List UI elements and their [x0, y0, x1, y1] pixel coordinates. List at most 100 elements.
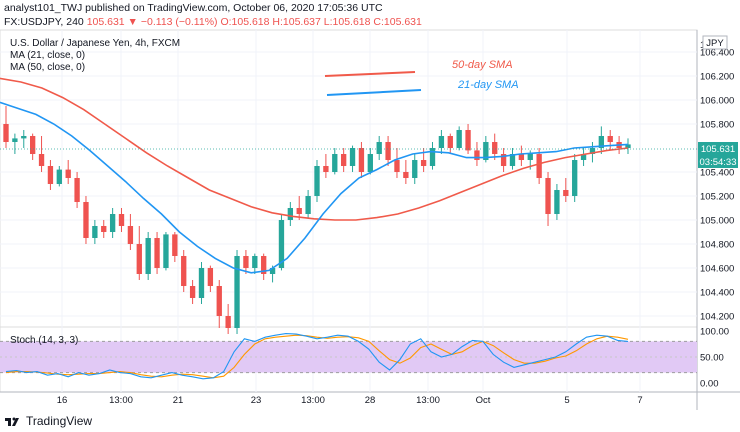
candle-up	[429, 148, 436, 166]
candle-down	[394, 160, 400, 172]
candle-up	[580, 154, 587, 160]
candle-up	[12, 138, 18, 142]
candle-up	[509, 154, 516, 166]
candle-down	[189, 286, 196, 298]
symbol-label: FX:USDJPY, 240	[4, 16, 84, 28]
candle-up	[554, 190, 560, 214]
candle-down	[3, 124, 9, 142]
price-tick: 104.800	[700, 240, 734, 251]
candle-down	[74, 178, 80, 202]
time-axis[interactable]: 16 13:00 21 23 13:00 28 13:00 Oct 5 7	[57, 395, 643, 406]
ma21-legend: MA (21, close, 0)	[10, 50, 86, 61]
candle-up	[252, 256, 258, 268]
candle-down	[47, 166, 54, 184]
currency-label: JPY	[706, 38, 724, 49]
candle-down	[296, 208, 302, 214]
candle-up	[376, 142, 382, 154]
tradingview-logo[interactable]: TradingView	[4, 414, 92, 428]
candle-up	[367, 154, 373, 172]
price-pane[interactable]	[0, 29, 698, 328]
candle-down	[225, 316, 231, 328]
candle-down	[101, 226, 107, 232]
candle-up	[269, 268, 276, 274]
candle-down	[38, 154, 45, 166]
candle-up	[234, 256, 240, 328]
price-tick: 104.600	[700, 264, 734, 275]
time-tick: 16	[57, 395, 68, 406]
tradingview-logo-icon	[5, 417, 19, 426]
candle-up	[456, 130, 462, 148]
candle-up	[278, 220, 285, 268]
candle-up	[305, 196, 311, 214]
publisher-line: analyst101_TWJ published on TradingView.…	[4, 2, 383, 14]
price-tick: 106.200	[700, 72, 734, 83]
price-tick: 105.800	[700, 120, 734, 131]
sma21-annotation-line	[326, 89, 422, 96]
stoch-d-line	[5, 334, 629, 379]
countdown-label: 03:54:33	[700, 157, 737, 168]
time-tick: 28	[365, 395, 376, 406]
candle-up	[163, 234, 169, 268]
candle-up	[412, 160, 418, 178]
candle-down	[154, 238, 160, 268]
sma50-annotation-line	[324, 71, 416, 77]
symbol-ohlc-line: FX:USDJPY, 240 105.631 ▼ −0.113 (−0.11%)…	[4, 16, 422, 28]
candle-up	[483, 142, 489, 160]
candle-down	[118, 214, 125, 226]
candle-up	[332, 154, 338, 172]
price-axis[interactable]: 106.400 106.200 106.000 105.800 105.400 105.2…	[700, 40, 734, 323]
candle-up	[438, 136, 445, 148]
candle-down	[536, 154, 542, 178]
time-tick: 7	[637, 395, 642, 406]
candle-down	[323, 166, 329, 172]
ma50-line	[0, 77, 629, 221]
countdown-badge	[698, 155, 738, 168]
stoch-band	[0, 340, 697, 374]
candle-up	[109, 214, 116, 232]
time-tick: 21	[173, 395, 184, 406]
candle-up	[198, 268, 205, 298]
stoch-legend: Stoch (14, 3, 3)	[10, 335, 79, 346]
candle-down	[447, 136, 453, 148]
stoch-axis: 100.00 50.00 0.00	[700, 327, 729, 390]
price-tick: 104.200	[700, 312, 734, 323]
currency-badge[interactable]	[702, 35, 728, 50]
candle-down	[181, 256, 187, 286]
price-tick: 105.000	[700, 216, 734, 227]
candle-down	[358, 148, 365, 172]
candle-up	[527, 154, 533, 160]
ohlc-values: 105.631 ▼ −0.113 (−0.11%) O:105.618 H:10…	[86, 16, 422, 28]
candle-down	[340, 154, 347, 166]
candle-down	[465, 130, 471, 151]
candles	[3, 106, 631, 334]
candle-down	[403, 172, 409, 178]
candle-up	[145, 238, 151, 274]
candle-down	[492, 142, 498, 154]
candle-up	[625, 144, 631, 148]
candle-down	[500, 154, 507, 166]
candle-down	[65, 169, 71, 178]
price-tick: 104.400	[700, 288, 734, 299]
candle-up	[21, 136, 27, 139]
candle-up	[589, 148, 596, 154]
time-tick: 23	[251, 395, 262, 406]
time-tick: 5	[564, 395, 569, 406]
candle-up	[572, 160, 578, 196]
candle-down	[385, 142, 391, 160]
candle-down	[172, 234, 178, 256]
candle-up	[287, 208, 294, 220]
time-tick: 13:00	[301, 395, 325, 406]
last-price-badge	[698, 142, 738, 155]
tradingview-logo-text: TradingView	[26, 414, 93, 428]
candle-down	[545, 178, 551, 214]
candle-down	[29, 136, 36, 154]
stoch-tick: 100.00	[700, 327, 729, 338]
price-tick: 106.400	[700, 48, 734, 59]
candle-down	[207, 268, 214, 286]
stoch-k-line	[5, 333, 629, 380]
candle-down	[136, 244, 142, 274]
candle-down	[518, 154, 525, 160]
stoch-tick: 0.00	[700, 379, 719, 390]
sma50-annotation: 50-day SMA	[452, 59, 513, 71]
